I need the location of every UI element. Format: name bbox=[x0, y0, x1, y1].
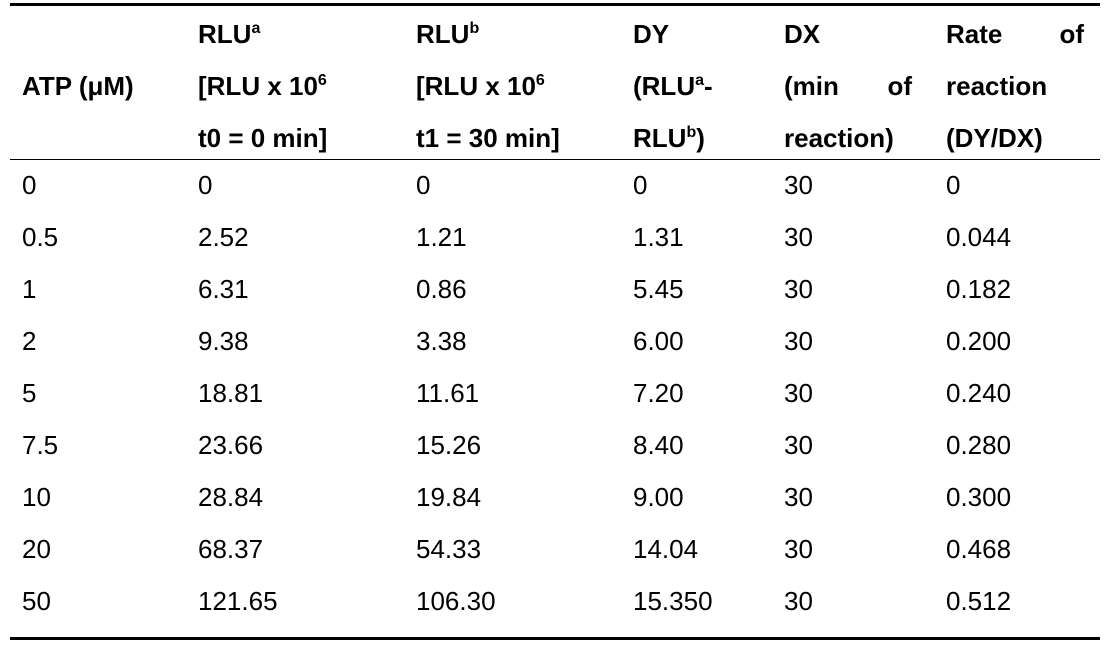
cell-rlu-b: 54.33 bbox=[416, 534, 482, 564]
table-row: 7.5 23.66 15.26 8.40 30 0.280 bbox=[0, 419, 1110, 471]
cell-atp: 0.5 bbox=[22, 222, 59, 252]
cell-rate: 0.512 bbox=[946, 586, 1012, 616]
cell-atp: 7.5 bbox=[22, 430, 59, 460]
cell-rlu-b: 3.38 bbox=[416, 326, 467, 356]
cell-rlu-a: 0 bbox=[198, 170, 213, 200]
cell-atp: 10 bbox=[22, 482, 51, 512]
cell-dx: 30 bbox=[784, 326, 813, 356]
cell-dy: 7.20 bbox=[633, 378, 684, 408]
header-rlu-a: RLUa [RLU x 106 t0 = 0 min] bbox=[198, 19, 328, 153]
cell-dy: 14.04 bbox=[633, 534, 699, 564]
cell-dx: 30 bbox=[784, 586, 813, 616]
cell-rate: 0.300 bbox=[946, 482, 1012, 512]
cell-rate: 0.200 bbox=[946, 326, 1012, 356]
header-rlu-b: RLUb [RLU x 106 t1 = 30 min] bbox=[416, 19, 560, 153]
table-row: 2 9.38 3.38 6.00 30 0.200 bbox=[0, 315, 1110, 367]
cell-dy: 5.45 bbox=[633, 274, 684, 304]
cell-rate: 0 bbox=[946, 170, 961, 200]
cell-atp: 20 bbox=[22, 534, 51, 564]
table-bottom-rule bbox=[10, 637, 1100, 640]
cell-rlu-b: 1.21 bbox=[416, 222, 467, 252]
cell-atp: 2 bbox=[22, 326, 37, 356]
cell-rate: 0.182 bbox=[946, 274, 1012, 304]
table-row: 5 18.81 11.61 7.20 30 0.240 bbox=[0, 367, 1110, 419]
cell-rate: 0.280 bbox=[946, 430, 1012, 460]
cell-dy: 9.00 bbox=[633, 482, 684, 512]
cell-atp: 50 bbox=[22, 586, 51, 616]
cell-dx: 30 bbox=[784, 482, 813, 512]
header-dy: DY (RLUa- RLUb) bbox=[633, 19, 713, 153]
cell-rlu-b: 106.30 bbox=[416, 586, 496, 616]
header-atp: ATP (μM) bbox=[22, 8, 134, 112]
header-rate: Rate of reaction (DY/DX) bbox=[946, 19, 1084, 153]
cell-dx: 30 bbox=[784, 274, 813, 304]
table-top-rule bbox=[10, 3, 1100, 6]
cell-atp: 5 bbox=[22, 378, 37, 408]
cell-dx: 30 bbox=[784, 170, 813, 200]
table-row: 0.5 2.52 1.21 1.31 30 0.044 bbox=[0, 211, 1110, 263]
cell-atp: 0 bbox=[22, 170, 37, 200]
cell-rlu-a: 2.52 bbox=[198, 222, 249, 252]
cell-rate: 0.044 bbox=[946, 222, 1012, 252]
cell-rlu-b: 15.26 bbox=[416, 430, 482, 460]
cell-dx: 30 bbox=[784, 222, 813, 252]
cell-dy: 0 bbox=[633, 170, 648, 200]
cell-rlu-a: 9.38 bbox=[198, 326, 249, 356]
table-row: 0 0 0 0 30 0 bbox=[0, 159, 1110, 211]
cell-rlu-a: 28.84 bbox=[198, 482, 264, 512]
cell-dy: 8.40 bbox=[633, 430, 684, 460]
cell-rlu-a: 23.66 bbox=[198, 430, 264, 460]
cell-dx: 30 bbox=[784, 430, 813, 460]
header-divider bbox=[10, 159, 1100, 160]
cell-dy: 1.31 bbox=[633, 222, 684, 252]
cell-rlu-a: 18.81 bbox=[198, 378, 264, 408]
cell-rlu-b: 0.86 bbox=[416, 274, 467, 304]
cell-rlu-a: 121.65 bbox=[198, 586, 278, 616]
table-row: 10 28.84 19.84 9.00 30 0.300 bbox=[0, 471, 1110, 523]
cell-rlu-b: 11.61 bbox=[416, 378, 480, 408]
cell-atp: 1 bbox=[22, 274, 37, 304]
cell-rate: 0.240 bbox=[946, 378, 1012, 408]
cell-dy: 6.00 bbox=[633, 326, 684, 356]
table-row: 50 121.65 106.30 15.350 30 0.512 bbox=[0, 575, 1110, 627]
table-row: 20 68.37 54.33 14.04 30 0.468 bbox=[0, 523, 1110, 575]
cell-rate: 0.468 bbox=[946, 534, 1012, 564]
header-atp-label: ATP (μM) bbox=[22, 71, 134, 101]
cell-dy: 15.350 bbox=[633, 586, 713, 616]
cell-dx: 30 bbox=[784, 378, 813, 408]
header-dx: DX (min of reaction) bbox=[784, 19, 912, 153]
cell-rlu-a: 6.31 bbox=[198, 274, 249, 304]
cell-dx: 30 bbox=[784, 534, 813, 564]
table-row: 1 6.31 0.86 5.45 30 0.182 bbox=[0, 263, 1110, 315]
cell-rlu-b: 0 bbox=[416, 170, 431, 200]
cell-rlu-a: 68.37 bbox=[198, 534, 264, 564]
cell-rlu-b: 19.84 bbox=[416, 482, 482, 512]
